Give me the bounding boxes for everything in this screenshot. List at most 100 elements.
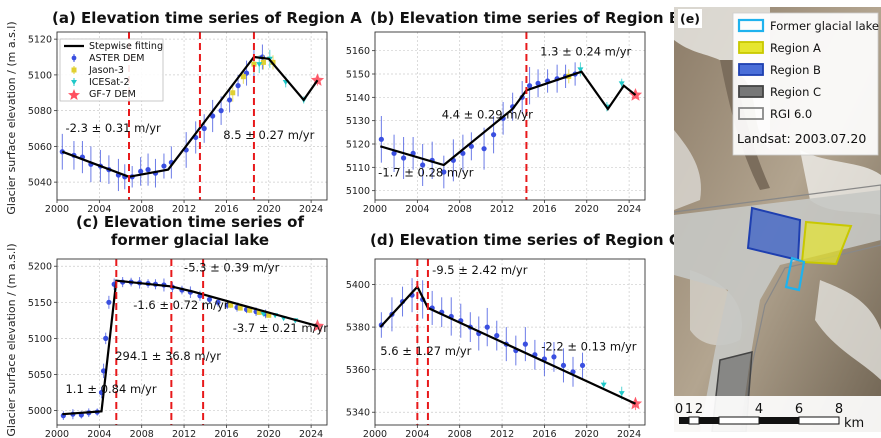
x-tick-label: 2012	[172, 429, 196, 438]
map-legend-box	[732, 12, 879, 156]
map-legend-region-c: Region C	[770, 85, 821, 99]
x-tick-label: 2008	[448, 429, 472, 438]
x-tick-label: 2016	[532, 429, 556, 438]
y-tick-label: 5360	[346, 365, 370, 376]
rate-annotation: 8.5 ± 0.27 m/yr	[223, 128, 314, 142]
panel-title: (a) Elevation time series of Region A	[52, 9, 362, 27]
rate-annotation: 4.4 ± 0.29 m/yr	[442, 107, 533, 121]
aster-point	[106, 299, 112, 305]
y-axis-label-bottom: Glacier surface elevation / (m a.s.l)	[5, 243, 18, 436]
map-legend-region-b: Region B	[770, 63, 821, 77]
scale-segment	[699, 417, 719, 424]
panel-b-region-b: (b) Elevation time series of Region B 200…	[346, 9, 680, 215]
x-tick-label: 2004	[87, 429, 111, 438]
y-tick-label: 5040	[28, 178, 52, 189]
legend-swatch-region-c	[738, 85, 764, 98]
legend-swatch-former-glacial-lake	[737, 18, 765, 33]
scale-segment	[679, 417, 689, 424]
y-tick-label: 5120	[346, 140, 370, 151]
x-tick-label: 2008	[448, 204, 472, 215]
aster-point	[460, 150, 466, 156]
y-tick-label: 5100	[346, 186, 370, 197]
aster-point	[490, 132, 497, 138]
y-tick-label: 5340	[346, 408, 370, 419]
plot-frame	[374, 258, 646, 426]
scale-segment	[688, 416, 700, 425]
scale-label: 1	[685, 402, 693, 417]
map-legend-region-a: Region A	[770, 41, 821, 55]
panel-title-line: (c) Elevation time series of	[76, 213, 304, 231]
aster-point	[103, 335, 109, 341]
legend-aster-marker	[71, 55, 77, 61]
panel-a-region-a: (a) Elevation time series of Region A 200…	[28, 9, 362, 215]
legend-box	[59, 38, 164, 102]
panel-title: (b) Elevation time series of Region B	[370, 9, 680, 27]
y-tick-label: 5380	[346, 323, 370, 334]
x-tick-label: 2024	[299, 429, 323, 438]
x-tick-label: 2024	[617, 429, 641, 438]
x-tick-label: 2020	[575, 429, 599, 438]
jason-point	[251, 61, 257, 67]
jason-point	[266, 312, 272, 318]
aster-point	[235, 83, 241, 89]
icesat-point	[260, 311, 267, 317]
rate-annotation: 294.1 ± 36.8 m/yr	[115, 349, 221, 363]
legend-jason-marker	[71, 67, 77, 73]
y-tick-label: 5050	[28, 370, 52, 381]
x-tick-label: 2004	[405, 429, 429, 438]
rate-annotation: 5.6 ± 1.27 m/yr	[380, 344, 471, 358]
x-tick-label: 2000	[45, 429, 69, 438]
y-tick-label: 5400	[346, 280, 370, 291]
legend-label-gf7: GF-7 DEM	[89, 89, 136, 100]
panel-d-region-c: (d) Elevation time series of Region C 200…	[346, 231, 680, 438]
plot-frame	[56, 31, 328, 201]
aster-point	[391, 150, 397, 156]
scale-segment	[759, 417, 799, 424]
y-tick-label: 5000	[28, 406, 52, 417]
map-panel-label: (e)	[680, 11, 700, 26]
legend-swatch-rgi	[738, 107, 764, 120]
landsat-date-label: Landsat: 2003.07.20	[737, 131, 866, 146]
rate-annotation: -5.3 ± 0.39 m/yr	[184, 260, 280, 274]
snowfield	[674, 130, 701, 210]
panel-title-line: former glacial lake	[111, 231, 269, 249]
x-tick-label: 2016	[214, 429, 238, 438]
aster-point	[206, 296, 213, 303]
x-tick-label: 2000	[45, 204, 69, 215]
x-tick-label: 2016	[214, 204, 238, 215]
jason-point	[247, 307, 253, 313]
jason-point	[230, 90, 236, 96]
snowfield	[815, 280, 881, 380]
y-axis-label-top: Glacier surface elevation / (m a.s.l)	[5, 21, 18, 214]
aster-point	[484, 324, 490, 330]
scale-unit: km	[844, 416, 864, 431]
y-tick-label: 5130	[346, 116, 370, 127]
plot-area	[375, 32, 645, 200]
panel-title: (d) Elevation time series of Region C	[370, 231, 680, 249]
aster-point	[378, 136, 384, 142]
plot-frame	[374, 31, 646, 201]
x-tick-label: 2020	[257, 204, 281, 215]
aster-point	[526, 83, 533, 89]
legend-label-icesat: ICESat-2	[89, 77, 130, 88]
jason-point	[240, 74, 246, 80]
stepwise-fit-line	[379, 70, 637, 167]
scale-label: 2	[695, 402, 703, 417]
scale-label: 4	[755, 402, 763, 417]
x-tick-label: 2020	[257, 429, 281, 438]
legend-swatch-region-a	[738, 41, 764, 54]
y-tick-label: 5060	[28, 142, 52, 153]
aster-point	[560, 362, 567, 369]
y-tick-label: 5120	[28, 35, 52, 46]
rate-annotation: -2.3 ± 0.31 m/yr	[65, 121, 161, 135]
legend-label-jason: Jason-3	[88, 65, 124, 76]
plot-frame	[56, 258, 328, 426]
y-tick-label: 5100	[28, 334, 52, 345]
x-tick-label: 2000	[363, 429, 387, 438]
rate-annotation: -9.5 ± 2.42 m/yr	[432, 263, 528, 277]
x-tick-label: 2016	[532, 204, 556, 215]
rate-annotation: 1.3 ± 0.24 m/yr	[540, 44, 631, 58]
x-tick-label: 2024	[299, 204, 323, 215]
